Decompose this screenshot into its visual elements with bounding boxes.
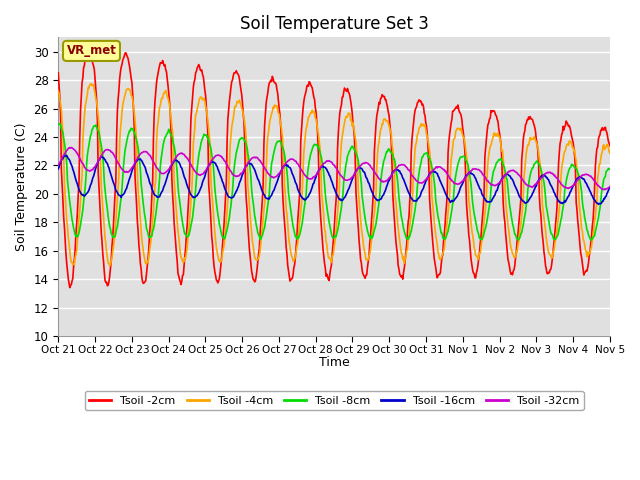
Tsoil -16cm bbox=[65, 156, 73, 162]
Tsoil -4cm bbox=[419, 121, 427, 127]
Tsoil -2cm bbox=[403, 242, 410, 248]
Tsoil -2cm bbox=[54, 70, 62, 75]
Tsoil -16cm bbox=[606, 184, 614, 190]
Tsoil -4cm bbox=[208, 188, 216, 194]
Tsoil -8cm bbox=[122, 144, 130, 149]
Tsoil -4cm bbox=[179, 259, 186, 264]
Tsoil -8cm bbox=[178, 215, 186, 221]
Tsoil -16cm bbox=[178, 165, 186, 171]
Tsoil -4cm bbox=[65, 235, 72, 240]
Tsoil -2cm bbox=[606, 143, 614, 149]
Tsoil -32cm bbox=[65, 146, 72, 152]
Tsoil -2cm bbox=[419, 101, 427, 107]
Text: VR_met: VR_met bbox=[67, 45, 116, 58]
Tsoil -32cm bbox=[418, 180, 426, 186]
Y-axis label: Soil Temperature (C): Soil Temperature (C) bbox=[15, 122, 28, 251]
Tsoil -16cm bbox=[122, 187, 130, 192]
Tsoil -4cm bbox=[54, 88, 62, 94]
Tsoil -4cm bbox=[403, 248, 410, 254]
Tsoil -32cm bbox=[606, 184, 614, 190]
Tsoil -8cm bbox=[606, 166, 614, 172]
Tsoil -16cm bbox=[418, 188, 426, 193]
Tsoil -32cm bbox=[600, 187, 607, 192]
Line: Tsoil -16cm: Tsoil -16cm bbox=[58, 156, 610, 204]
Tsoil -4cm bbox=[88, 81, 95, 86]
Line: Tsoil -8cm: Tsoil -8cm bbox=[58, 124, 610, 240]
Tsoil -8cm bbox=[207, 145, 215, 151]
Tsoil -16cm bbox=[54, 166, 62, 172]
Line: Tsoil -32cm: Tsoil -32cm bbox=[58, 147, 610, 190]
Tsoil -8cm bbox=[418, 155, 426, 160]
Tsoil -8cm bbox=[54, 122, 62, 128]
Tsoil -2cm bbox=[179, 273, 186, 278]
Tsoil -32cm bbox=[54, 162, 62, 168]
Tsoil -4cm bbox=[123, 86, 131, 92]
Tsoil -32cm bbox=[67, 144, 75, 150]
Tsoil -8cm bbox=[402, 234, 410, 240]
Tsoil -2cm bbox=[84, 45, 92, 50]
Legend: Tsoil -2cm, Tsoil -4cm, Tsoil -8cm, Tsoil -16cm, Tsoil -32cm: Tsoil -2cm, Tsoil -4cm, Tsoil -8cm, Tsoi… bbox=[84, 391, 584, 410]
Tsoil -2cm bbox=[66, 285, 74, 290]
Tsoil -32cm bbox=[122, 169, 130, 175]
Tsoil -4cm bbox=[606, 150, 614, 156]
Title: Soil Temperature Set 3: Soil Temperature Set 3 bbox=[239, 15, 429, 33]
Tsoil -16cm bbox=[207, 160, 215, 166]
Tsoil -16cm bbox=[61, 153, 69, 158]
Tsoil -8cm bbox=[587, 237, 595, 243]
Tsoil -8cm bbox=[56, 121, 63, 127]
Tsoil -32cm bbox=[402, 164, 410, 169]
Tsoil -2cm bbox=[208, 234, 216, 240]
Tsoil -32cm bbox=[207, 159, 215, 165]
Tsoil -2cm bbox=[123, 52, 131, 58]
X-axis label: Time: Time bbox=[319, 356, 349, 369]
Line: Tsoil -4cm: Tsoil -4cm bbox=[58, 84, 610, 266]
Tsoil -8cm bbox=[65, 192, 73, 198]
Tsoil -16cm bbox=[402, 182, 410, 188]
Tsoil -4cm bbox=[106, 263, 113, 269]
Tsoil -32cm bbox=[178, 150, 186, 156]
Line: Tsoil -2cm: Tsoil -2cm bbox=[58, 48, 610, 288]
Tsoil -2cm bbox=[65, 276, 72, 281]
Tsoil -16cm bbox=[595, 202, 602, 207]
